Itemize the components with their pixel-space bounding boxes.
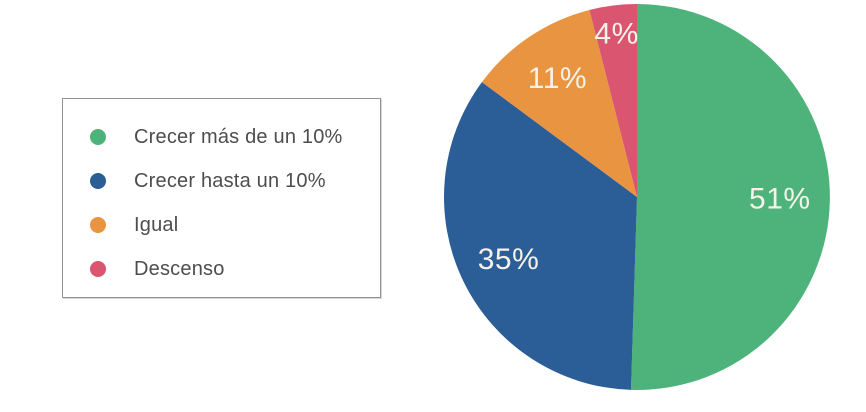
legend-item-igual: Igual [63, 203, 380, 247]
legend-item-descenso: Descenso [63, 247, 380, 291]
pie-slice-value-label: 51% [749, 183, 811, 216]
legend-swatch-orange [90, 217, 106, 233]
legend-item-label: Descenso [134, 257, 225, 280]
legend-swatch-blue [90, 173, 106, 189]
pie-slice-value-label: 4% [594, 18, 638, 51]
legend-item-crecer-mas: Crecer más de un 10% [63, 115, 380, 159]
legend-swatch-pink [90, 261, 106, 277]
pie-slice-1 [631, 4, 830, 390]
pie-slice-value-label: 35% [478, 243, 540, 276]
legend-swatch-green [90, 129, 106, 145]
legend-item-label: Igual [134, 213, 179, 236]
pie-slice-4 [589, 3, 637, 197]
legend-item-label: Crecer más de un 10% [134, 125, 343, 148]
legend-item-crecer-hasta: Crecer hasta un 10% [63, 159, 380, 203]
pie-slice-3 [481, 9, 637, 197]
pie-slice-2 [444, 82, 637, 390]
chart-legend: Crecer más de un 10% Crecer hasta un 10%… [62, 98, 381, 298]
legend-item-label: Crecer hasta un 10% [134, 169, 326, 192]
pie-slice-value-label: 11% [528, 62, 587, 95]
